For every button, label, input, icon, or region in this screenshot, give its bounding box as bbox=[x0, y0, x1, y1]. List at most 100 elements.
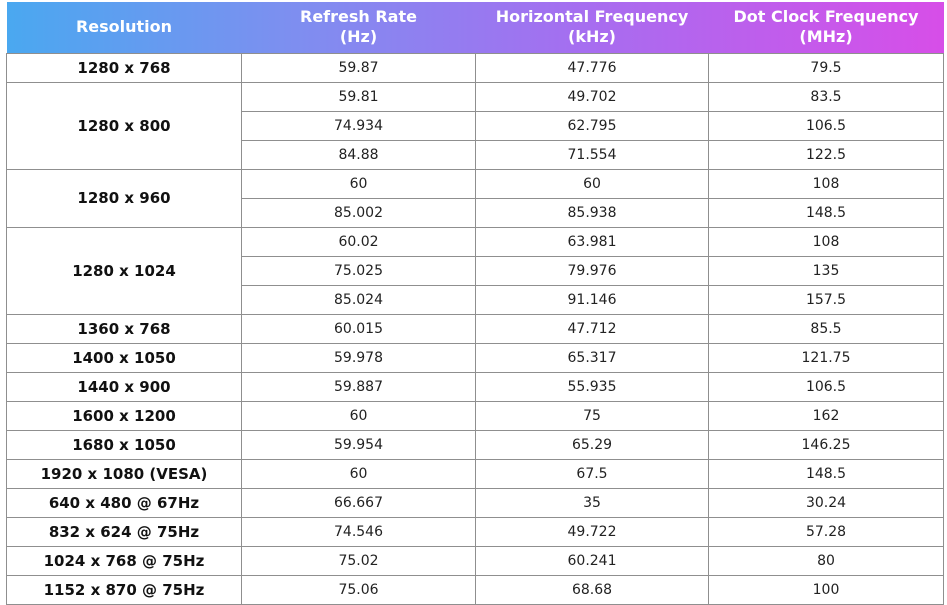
refresh-rate-cell: 59.887 bbox=[241, 371, 476, 402]
horizontal-frequency-cell: 60.241 bbox=[475, 545, 709, 576]
horizontal-frequency-cell: 65.317 bbox=[475, 342, 709, 373]
dot-clock-cell: 108 bbox=[708, 226, 944, 257]
header-dot-clock-frequency: Dot Clock Frequency (MHz) bbox=[709, 2, 944, 53]
horizontal-frequency-cell: 35 bbox=[475, 487, 709, 518]
table-row: 74.934 62.795 106.5 bbox=[7, 110, 944, 141]
dot-clock-cell: 108 bbox=[708, 168, 944, 199]
refresh-rate-cell: 66.667 bbox=[241, 487, 476, 518]
horizontal-frequency-cell: 60 bbox=[475, 168, 709, 199]
table-row: 1280 x 960 60 60 108 bbox=[6, 168, 944, 228]
dot-clock-cell: 135 bbox=[708, 255, 944, 286]
refresh-rate-cell: 59.954 bbox=[241, 429, 476, 460]
horizontal-frequency-cell: 65.29 bbox=[475, 429, 709, 460]
horizontal-frequency-cell: 62.795 bbox=[475, 110, 709, 141]
horizontal-frequency-cell: 68.68 bbox=[475, 574, 709, 605]
resolution-cell: 1680 x 1050 bbox=[6, 429, 242, 460]
resolution-cell: 1920 x 1080 (VESA) bbox=[6, 458, 242, 489]
supported-timings-table: Resolution Refresh Rate (Hz) Horizontal … bbox=[6, 2, 944, 605]
resolution-cell: 1360 x 768 bbox=[6, 313, 242, 344]
refresh-rate-cell: 85.002 bbox=[241, 197, 476, 228]
header-resolution: Resolution bbox=[7, 2, 242, 53]
header-horizontal-frequency: Horizontal Frequency (kHz) bbox=[476, 2, 709, 53]
dot-clock-cell: 100 bbox=[708, 574, 944, 605]
horizontal-frequency-cell: 79.976 bbox=[475, 255, 709, 286]
dot-clock-cell: 148.5 bbox=[708, 458, 944, 489]
table-row: 1400 x 1050 59.978 65.317 121.75 bbox=[6, 342, 944, 373]
table-body: 1280 x 768 59.87 47.776 79.5 1280 x 800 59.81… bbox=[6, 52, 944, 605]
horizontal-frequency-cell: 63.981 bbox=[475, 226, 709, 257]
resolution-cell: 832 x 624 @ 75Hz bbox=[6, 516, 242, 547]
dot-clock-cell: 30.24 bbox=[708, 487, 944, 518]
table-row: 1024 x 768 @ 75Hz 75.02 60.241 80 bbox=[6, 545, 944, 576]
refresh-rate-cell: 60 bbox=[241, 168, 476, 199]
header-refresh-rate-unit: (Hz) bbox=[339, 27, 378, 47]
table-row: 1440 x 900 59.887 55.935 106.5 bbox=[6, 371, 944, 402]
horizontal-frequency-cell: 55.935 bbox=[475, 371, 709, 402]
resolution-cell: 1280 x 768 bbox=[6, 52, 242, 83]
dot-clock-cell: 106.5 bbox=[708, 110, 944, 141]
refresh-rate-cell: 74.546 bbox=[241, 516, 476, 547]
horizontal-frequency-cell: 71.554 bbox=[475, 139, 709, 170]
timing-table-container: Resolution Refresh Rate (Hz) Horizontal … bbox=[6, 2, 944, 605]
table-row: 75.025 79.976 135 bbox=[7, 255, 944, 286]
table-header: Resolution Refresh Rate (Hz) Horizontal … bbox=[6, 2, 944, 53]
refresh-rate-cell: 60.02 bbox=[241, 226, 476, 257]
refresh-rate-cell: 60.015 bbox=[241, 313, 476, 344]
table-row: 1280 x 768 59.87 47.776 79.5 bbox=[6, 52, 944, 83]
header-row: Resolution Refresh Rate (Hz) Horizontal … bbox=[6, 2, 944, 53]
horizontal-frequency-cell: 49.722 bbox=[475, 516, 709, 547]
dot-clock-cell: 122.5 bbox=[708, 139, 944, 170]
header-refresh-rate: Refresh Rate (Hz) bbox=[242, 2, 476, 53]
horizontal-frequency-cell: 67.5 bbox=[475, 458, 709, 489]
horizontal-frequency-cell: 47.776 bbox=[475, 52, 709, 83]
table-row: 84.88 71.554 122.5 bbox=[7, 139, 944, 170]
refresh-rate-cell: 75.025 bbox=[241, 255, 476, 286]
refresh-rate-cell: 60 bbox=[241, 458, 476, 489]
table-row: 640 x 480 @ 67Hz 66.667 35 30.24 bbox=[6, 487, 944, 518]
table-row: 1920 x 1080 (VESA) 60 67.5 148.5 bbox=[6, 458, 944, 489]
dot-clock-cell: 121.75 bbox=[708, 342, 944, 373]
dot-clock-cell: 162 bbox=[708, 400, 944, 431]
table-row: 85.024 91.146 157.5 bbox=[7, 284, 944, 315]
refresh-rate-cell: 59.87 bbox=[241, 52, 476, 83]
header-refresh-rate-label: Refresh Rate bbox=[300, 7, 417, 27]
refresh-rate-cell: 75.02 bbox=[241, 545, 476, 576]
table-row: 832 x 624 @ 75Hz 74.546 49.722 57.28 bbox=[6, 516, 944, 547]
horizontal-frequency-cell: 85.938 bbox=[475, 197, 709, 228]
header-horizontal-frequency-label: Horizontal Frequency bbox=[495, 7, 689, 27]
dot-clock-cell: 80 bbox=[708, 545, 944, 576]
dot-clock-cell: 57.28 bbox=[708, 516, 944, 547]
refresh-rate-cell: 59.81 bbox=[241, 81, 476, 112]
dot-clock-cell: 83.5 bbox=[708, 81, 944, 112]
header-horizontal-frequency-unit: (kHz) bbox=[568, 27, 616, 47]
header-dot-clock-frequency-label: Dot Clock Frequency bbox=[733, 7, 919, 27]
table-row: 1152 x 870 @ 75Hz 75.06 68.68 100 bbox=[6, 574, 944, 605]
resolution-cell: 1280 x 1024 bbox=[6, 226, 242, 315]
table-row: 1280 x 800 59.81 49.702 83.5 bbox=[6, 81, 944, 170]
dot-clock-cell: 148.5 bbox=[708, 197, 944, 228]
resolution-cell: 1400 x 1050 bbox=[6, 342, 242, 373]
table-row: 1680 x 1050 59.954 65.29 146.25 bbox=[6, 429, 944, 460]
refresh-rate-cell: 84.88 bbox=[241, 139, 476, 170]
dot-clock-cell: 79.5 bbox=[708, 52, 944, 83]
refresh-rate-cell: 74.934 bbox=[241, 110, 476, 141]
refresh-rate-cell: 75.06 bbox=[241, 574, 476, 605]
header-dot-clock-frequency-unit: (MHz) bbox=[799, 27, 853, 47]
dot-clock-cell: 106.5 bbox=[708, 371, 944, 402]
dot-clock-cell: 157.5 bbox=[708, 284, 944, 315]
refresh-rate-cell: 59.978 bbox=[241, 342, 476, 373]
table-row: 1280 x 1024 60.02 63.981 108 bbox=[6, 226, 944, 315]
resolution-cell: 1280 x 960 bbox=[6, 168, 242, 228]
resolution-cell: 1024 x 768 @ 75Hz bbox=[6, 545, 242, 576]
resolution-cell: 640 x 480 @ 67Hz bbox=[6, 487, 242, 518]
dot-clock-cell: 85.5 bbox=[708, 313, 944, 344]
header-resolution-label: Resolution bbox=[75, 17, 173, 37]
resolution-cell: 1152 x 870 @ 75Hz bbox=[6, 574, 242, 605]
horizontal-frequency-cell: 49.702 bbox=[475, 81, 709, 112]
horizontal-frequency-cell: 75 bbox=[475, 400, 709, 431]
horizontal-frequency-cell: 47.712 bbox=[475, 313, 709, 344]
table-row: 85.002 85.938 148.5 bbox=[7, 197, 944, 228]
refresh-rate-cell: 60 bbox=[241, 400, 476, 431]
table-row: 1360 x 768 60.015 47.712 85.5 bbox=[6, 313, 944, 344]
horizontal-frequency-cell: 91.146 bbox=[475, 284, 709, 315]
